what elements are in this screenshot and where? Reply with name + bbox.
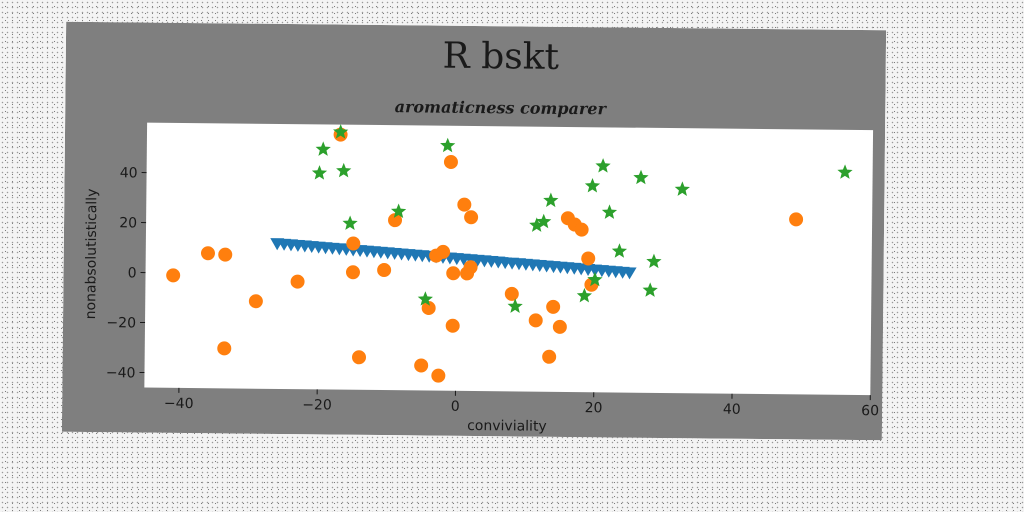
data-point-star (543, 192, 559, 208)
data-point-circle (290, 274, 305, 289)
x-tick-label: 0 (451, 399, 460, 415)
data-point-circle (431, 368, 446, 383)
data-point-circle (789, 212, 804, 227)
data-point-circle (436, 244, 451, 259)
x-tick-label: 40 (723, 402, 741, 418)
chart-title: R bskt (442, 36, 559, 78)
data-point-star (576, 287, 593, 303)
series-1 (270, 238, 637, 280)
data-point-circle (166, 268, 181, 283)
data-point-circle (574, 222, 589, 237)
data-point-star (587, 271, 603, 287)
data-point-star (336, 162, 352, 178)
data-point-star (390, 203, 407, 218)
data-point-star (674, 181, 690, 196)
data-point-circle (463, 260, 478, 275)
data-point-star (333, 124, 349, 139)
y-tick-label: −20 (106, 315, 136, 331)
data-point-circle (581, 251, 596, 266)
data-point-circle (414, 358, 429, 373)
x-tick-label: 20 (585, 400, 603, 416)
y-tick-label: 20 (119, 215, 137, 231)
data-point-star (536, 213, 552, 229)
x-tick-label: 60 (861, 403, 879, 419)
data-point-star (315, 141, 331, 156)
data-point-circle (218, 247, 233, 262)
data-point-star (646, 253, 662, 269)
x-axis: −40 −20 0 20 40 60 (164, 387, 879, 419)
data-point-circle (542, 349, 557, 364)
y-tick-label: 40 (120, 165, 138, 181)
data-point-circle (445, 318, 460, 333)
data-point-star (584, 177, 601, 193)
data-point-circle (217, 341, 232, 356)
data-point-star (342, 215, 358, 230)
scatter-chart: R bskt aromaticness comparer −40 −20 0 20 40… (61, 21, 887, 441)
data-point-circle (200, 246, 215, 261)
x-axis-label: conviviality (467, 418, 547, 435)
data-point-circle (464, 210, 479, 225)
chart-figure: R bskt aromaticness comparer −40 −20 0 20 40… (61, 21, 887, 441)
data-point-star (417, 291, 433, 306)
series-3 (311, 124, 853, 313)
data-point-circle (248, 294, 263, 309)
data-point-circle (377, 263, 392, 278)
data-point-circle (546, 299, 561, 314)
data-point-star (507, 298, 523, 313)
data-point-star (440, 137, 456, 153)
y-tick-label: 0 (128, 265, 137, 281)
x-tick-label: −20 (302, 397, 332, 413)
data-point-star (611, 243, 628, 258)
y-axis-label: nonabsolutistically (83, 189, 100, 320)
data-marks (166, 124, 853, 383)
chart-subtitle: aromaticness comparer (395, 97, 608, 118)
data-point-circle (528, 313, 543, 328)
data-point-circle (345, 265, 360, 280)
y-axis: −40 −20 0 20 40 (106, 165, 147, 381)
data-point-star (633, 169, 649, 185)
data-point-star (601, 204, 618, 219)
y-tick-label: −40 (106, 365, 136, 381)
data-point-circle (446, 266, 461, 281)
data-point-circle (552, 319, 567, 334)
data-point-star (642, 282, 658, 297)
data-point-triangle (622, 267, 637, 280)
data-point-star (837, 164, 853, 179)
data-point-circle (352, 350, 367, 365)
data-point-star (595, 158, 611, 173)
data-point-circle (421, 301, 436, 316)
data-point-circle (457, 197, 472, 212)
data-point-star (311, 165, 328, 180)
data-point-circle (346, 236, 361, 251)
data-point-circle (443, 155, 458, 170)
data-point-star (529, 217, 545, 232)
x-tick-label: −40 (164, 396, 194, 412)
data-point-circle (388, 213, 403, 228)
data-point-circle (504, 286, 519, 301)
